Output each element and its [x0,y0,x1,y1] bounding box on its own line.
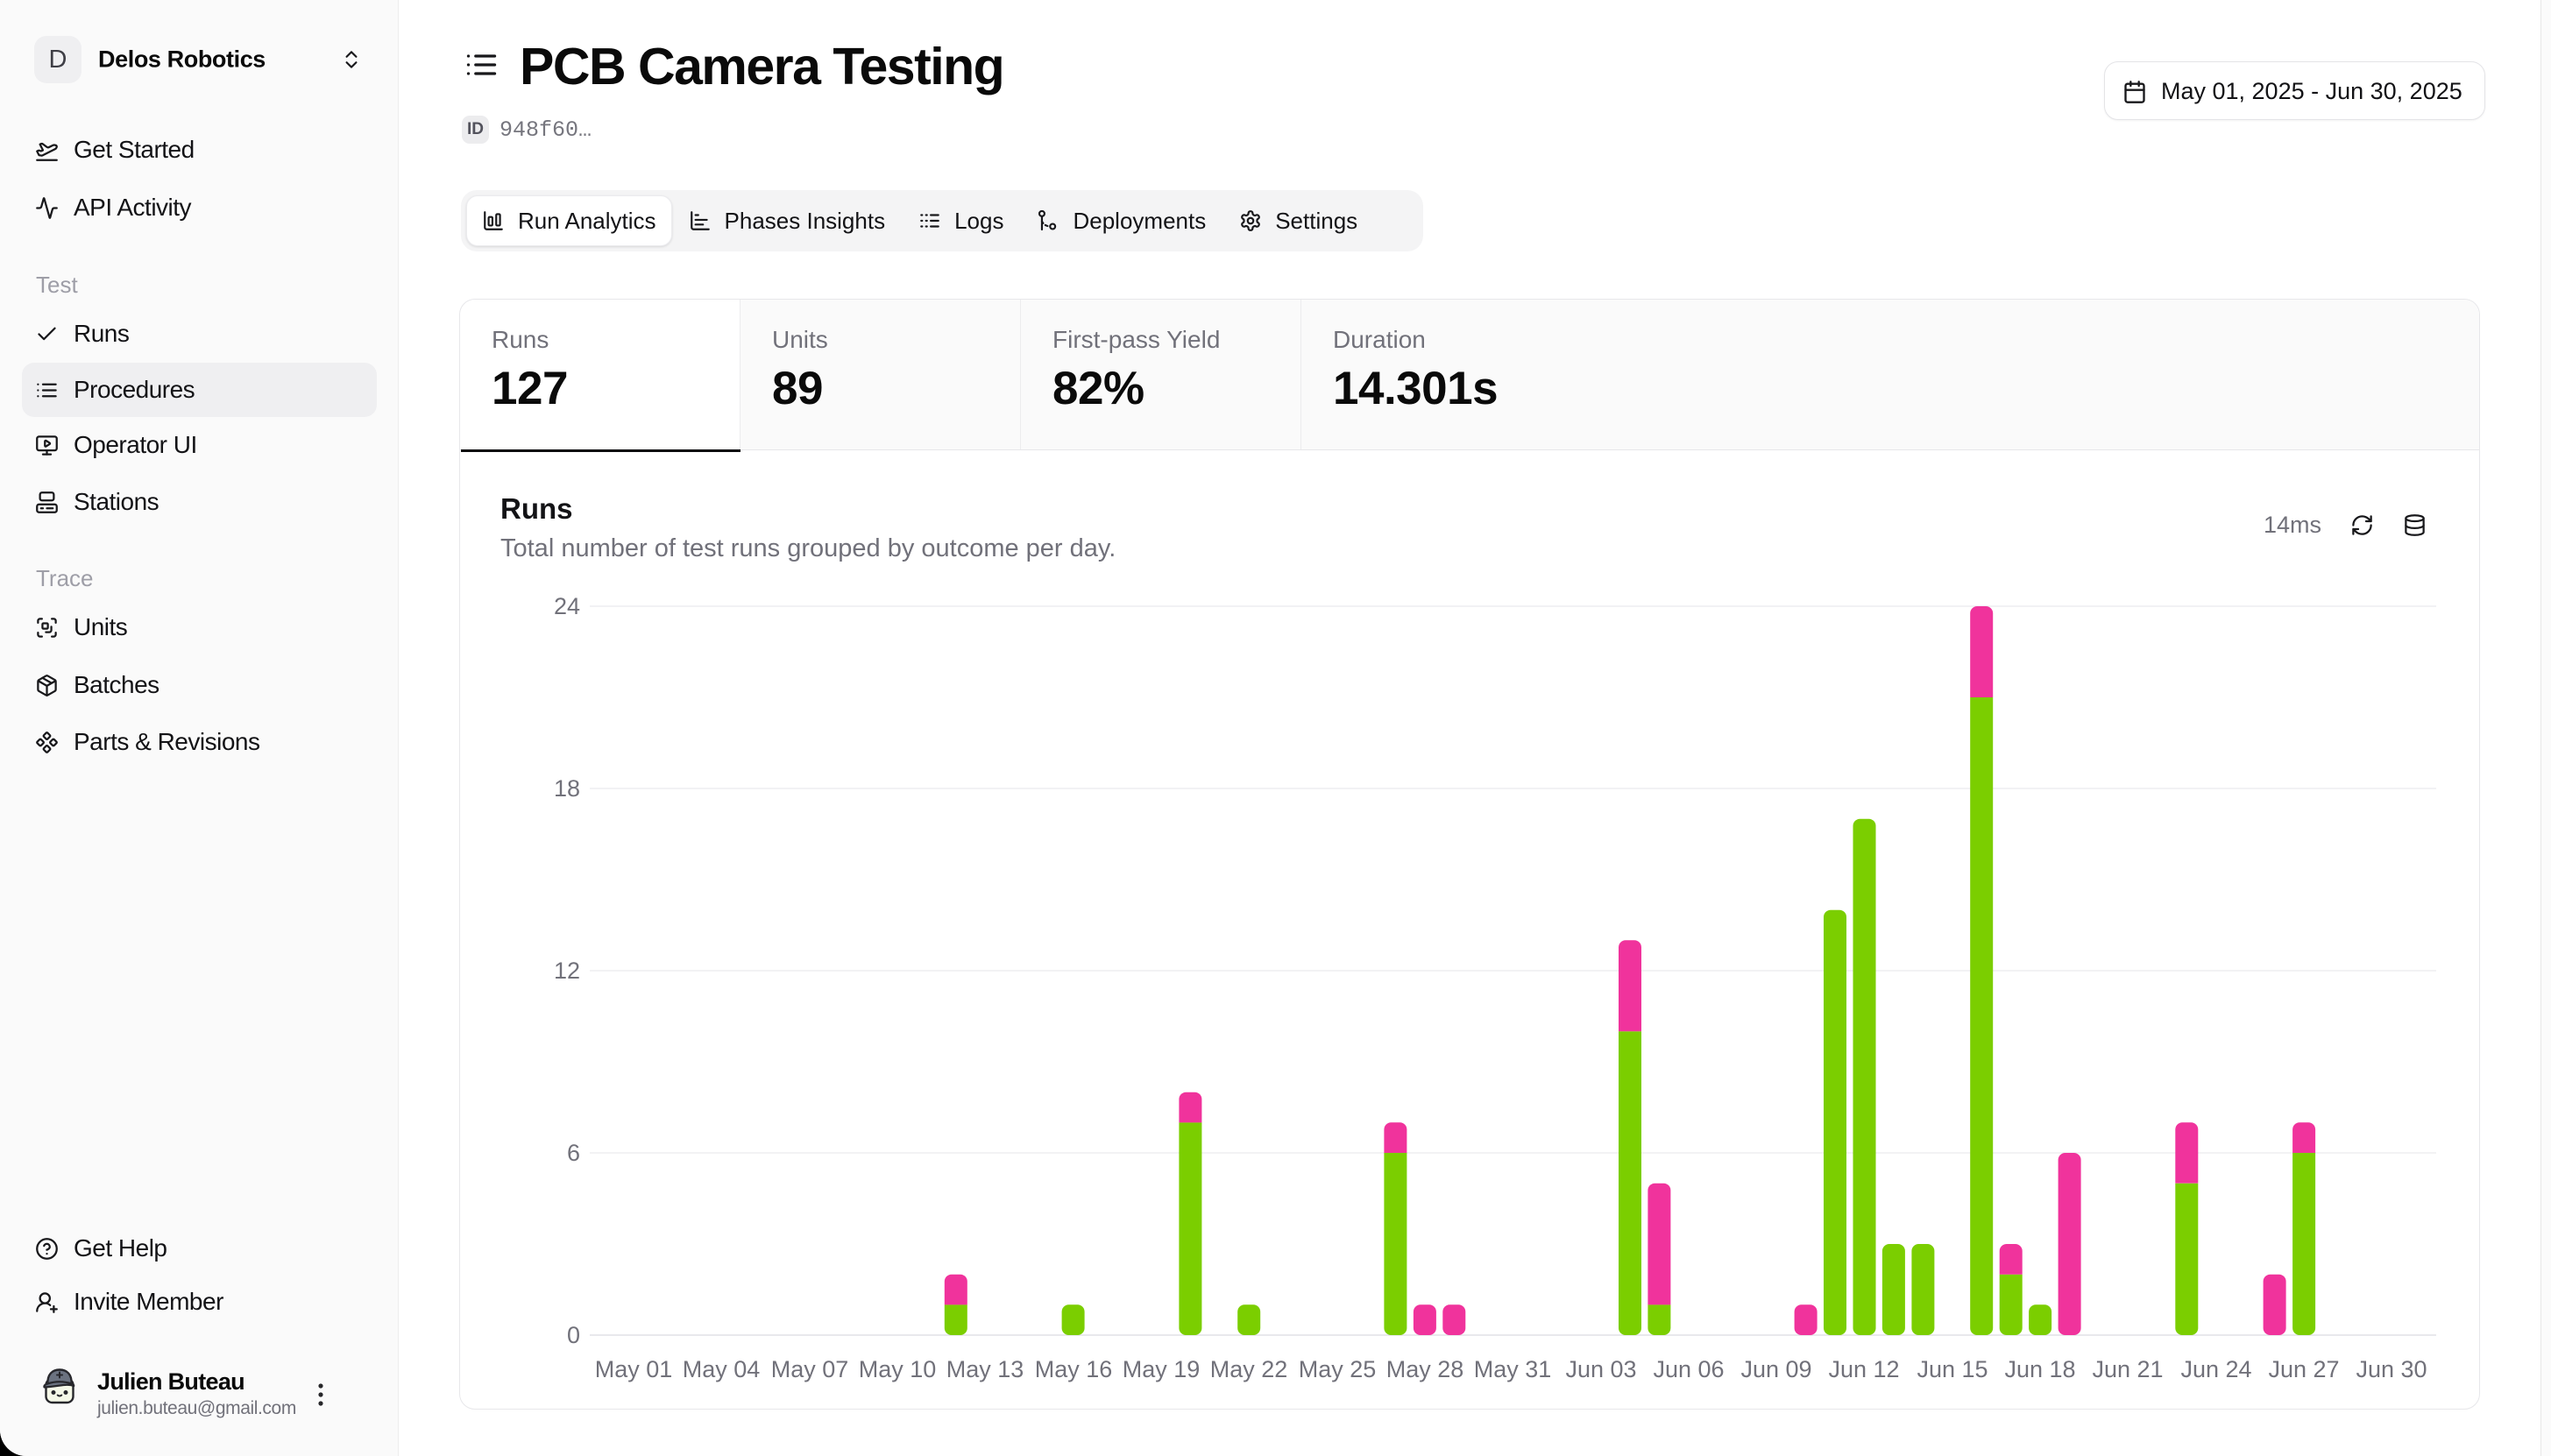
svg-text:Jun 03: Jun 03 [1565,1356,1636,1382]
svg-text:May 28: May 28 [1386,1356,1464,1382]
svg-text:May 25: May 25 [1299,1356,1377,1382]
svg-text:Jun 15: Jun 15 [1917,1356,1988,1382]
svg-text:May 07: May 07 [771,1356,849,1382]
svg-text:May 13: May 13 [946,1356,1024,1382]
svg-text:May 10: May 10 [859,1356,937,1382]
svg-text:Jun 30: Jun 30 [2356,1356,2427,1382]
svg-text:Jun 09: Jun 09 [1740,1356,1811,1382]
svg-text:6: 6 [567,1140,580,1166]
svg-text:May 16: May 16 [1035,1356,1113,1382]
svg-text:May 01: May 01 [595,1356,673,1382]
svg-text:18: 18 [554,775,580,802]
svg-text:0: 0 [567,1322,580,1348]
svg-text:Jun 27: Jun 27 [2268,1356,2339,1382]
svg-text:Jun 18: Jun 18 [2004,1356,2075,1382]
svg-text:12: 12 [554,958,580,984]
svg-text:May 19: May 19 [1123,1356,1201,1382]
svg-text:May 04: May 04 [683,1356,761,1382]
svg-text:24: 24 [554,593,580,619]
svg-text:May 22: May 22 [1210,1356,1288,1382]
svg-text:Jun 06: Jun 06 [1653,1356,1724,1382]
svg-text:Jun 21: Jun 21 [2092,1356,2163,1382]
svg-text:Jun 12: Jun 12 [1828,1356,1899,1382]
svg-text:May 31: May 31 [1474,1356,1552,1382]
svg-text:Jun 24: Jun 24 [2180,1356,2251,1382]
